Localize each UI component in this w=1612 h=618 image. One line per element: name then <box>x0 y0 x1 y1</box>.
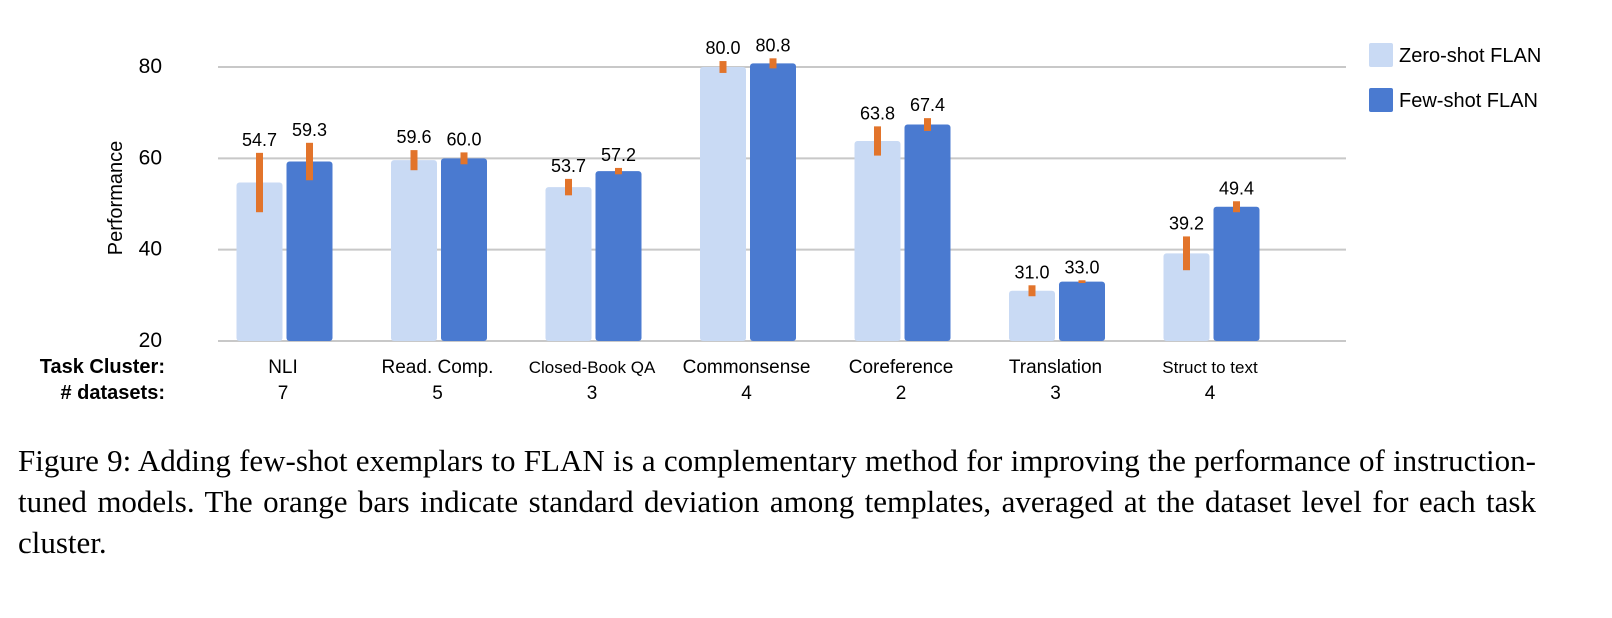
bar-chart: 20 40 60 80 54.7 59.3 NLI 7 59.6 60.0 Read. Comp. 5… <box>40 35 1542 404</box>
datasets-row-label: # datasets: <box>61 382 166 404</box>
x-category-label: Closed-Book QA <box>529 358 656 377</box>
error-bar <box>1183 236 1190 271</box>
data-label: 31.0 <box>1014 262 1049 282</box>
bar-few-shot <box>286 161 333 341</box>
y-tick-label: 80 <box>139 55 162 78</box>
y-axis-label: Performance <box>105 141 127 256</box>
x-category-label: Coreference <box>849 357 954 378</box>
error-bar <box>565 178 572 196</box>
error-bar <box>256 152 263 213</box>
error-bar <box>410 150 418 171</box>
data-label: 80.0 <box>705 38 740 58</box>
data-label: 39.2 <box>1169 213 1204 233</box>
error-bar <box>306 142 313 181</box>
x-category-label: Read. Comp. <box>382 357 494 378</box>
data-label: 67.4 <box>910 95 945 115</box>
legend-swatch-zero-shot <box>1369 43 1393 67</box>
bar-few-shot <box>441 158 487 341</box>
bar-zero-shot <box>545 187 592 341</box>
legend: Zero-shot FLAN Few-shot FLAN <box>1369 43 1541 112</box>
data-label: 60.0 <box>446 129 481 149</box>
data-label: 57.2 <box>601 145 636 165</box>
y-tick-label: 40 <box>139 238 162 261</box>
error-bar <box>769 58 777 69</box>
task-cluster-row-label: Task Cluster: <box>40 356 165 378</box>
x-datasets-count: 3 <box>587 383 598 404</box>
error-bar <box>924 118 931 131</box>
error-bar <box>719 61 727 73</box>
y-tick-label: 60 <box>139 146 162 169</box>
error-bar <box>1233 201 1240 213</box>
data-label: 59.3 <box>292 120 327 140</box>
legend-label-few-shot: Few-shot FLAN <box>1399 90 1538 112</box>
bar-zero-shot <box>700 67 746 341</box>
data-label: 53.7 <box>551 156 586 176</box>
bar-zero-shot <box>391 160 437 341</box>
data-label: 33.0 <box>1064 257 1099 277</box>
x-datasets-count: 2 <box>896 383 907 404</box>
x-datasets-count: 5 <box>432 383 443 404</box>
error-bar <box>874 126 881 156</box>
bar-few-shot <box>904 124 951 341</box>
data-label: 54.7 <box>242 130 277 150</box>
error-bar <box>1028 285 1036 297</box>
bar-zero-shot <box>1163 253 1210 341</box>
bar-zero-shot <box>1009 290 1055 341</box>
error-bar <box>1078 280 1086 284</box>
x-category-label: NLI <box>268 357 298 378</box>
x-datasets-count: 4 <box>741 383 752 404</box>
bar-zero-shot <box>854 140 901 341</box>
x-datasets-count: 7 <box>278 383 289 404</box>
legend-label-zero-shot: Zero-shot FLAN <box>1399 45 1541 67</box>
bar-zero-shot <box>236 182 283 341</box>
bar-few-shot <box>595 171 642 341</box>
data-label: 63.8 <box>860 103 895 123</box>
figure-caption: Figure 9: Adding few-shot exemplars to F… <box>18 443 1536 560</box>
x-category-label: Struct to text <box>1162 358 1258 377</box>
x-category-label: Translation <box>1009 357 1102 378</box>
bar-few-shot <box>1213 206 1260 341</box>
data-label: 80.8 <box>755 35 790 55</box>
x-category-label: Commonsense <box>683 357 811 378</box>
error-bar <box>615 167 622 175</box>
data-label: 49.4 <box>1219 178 1254 198</box>
error-bar <box>460 152 468 165</box>
x-datasets-count: 4 <box>1205 383 1216 404</box>
y-tick-label: 20 <box>139 329 162 352</box>
data-label: 59.6 <box>396 127 431 147</box>
legend-swatch-few-shot <box>1369 88 1393 112</box>
bar-few-shot <box>750 63 796 341</box>
bar-few-shot <box>1059 281 1105 341</box>
x-datasets-count: 3 <box>1050 383 1061 404</box>
